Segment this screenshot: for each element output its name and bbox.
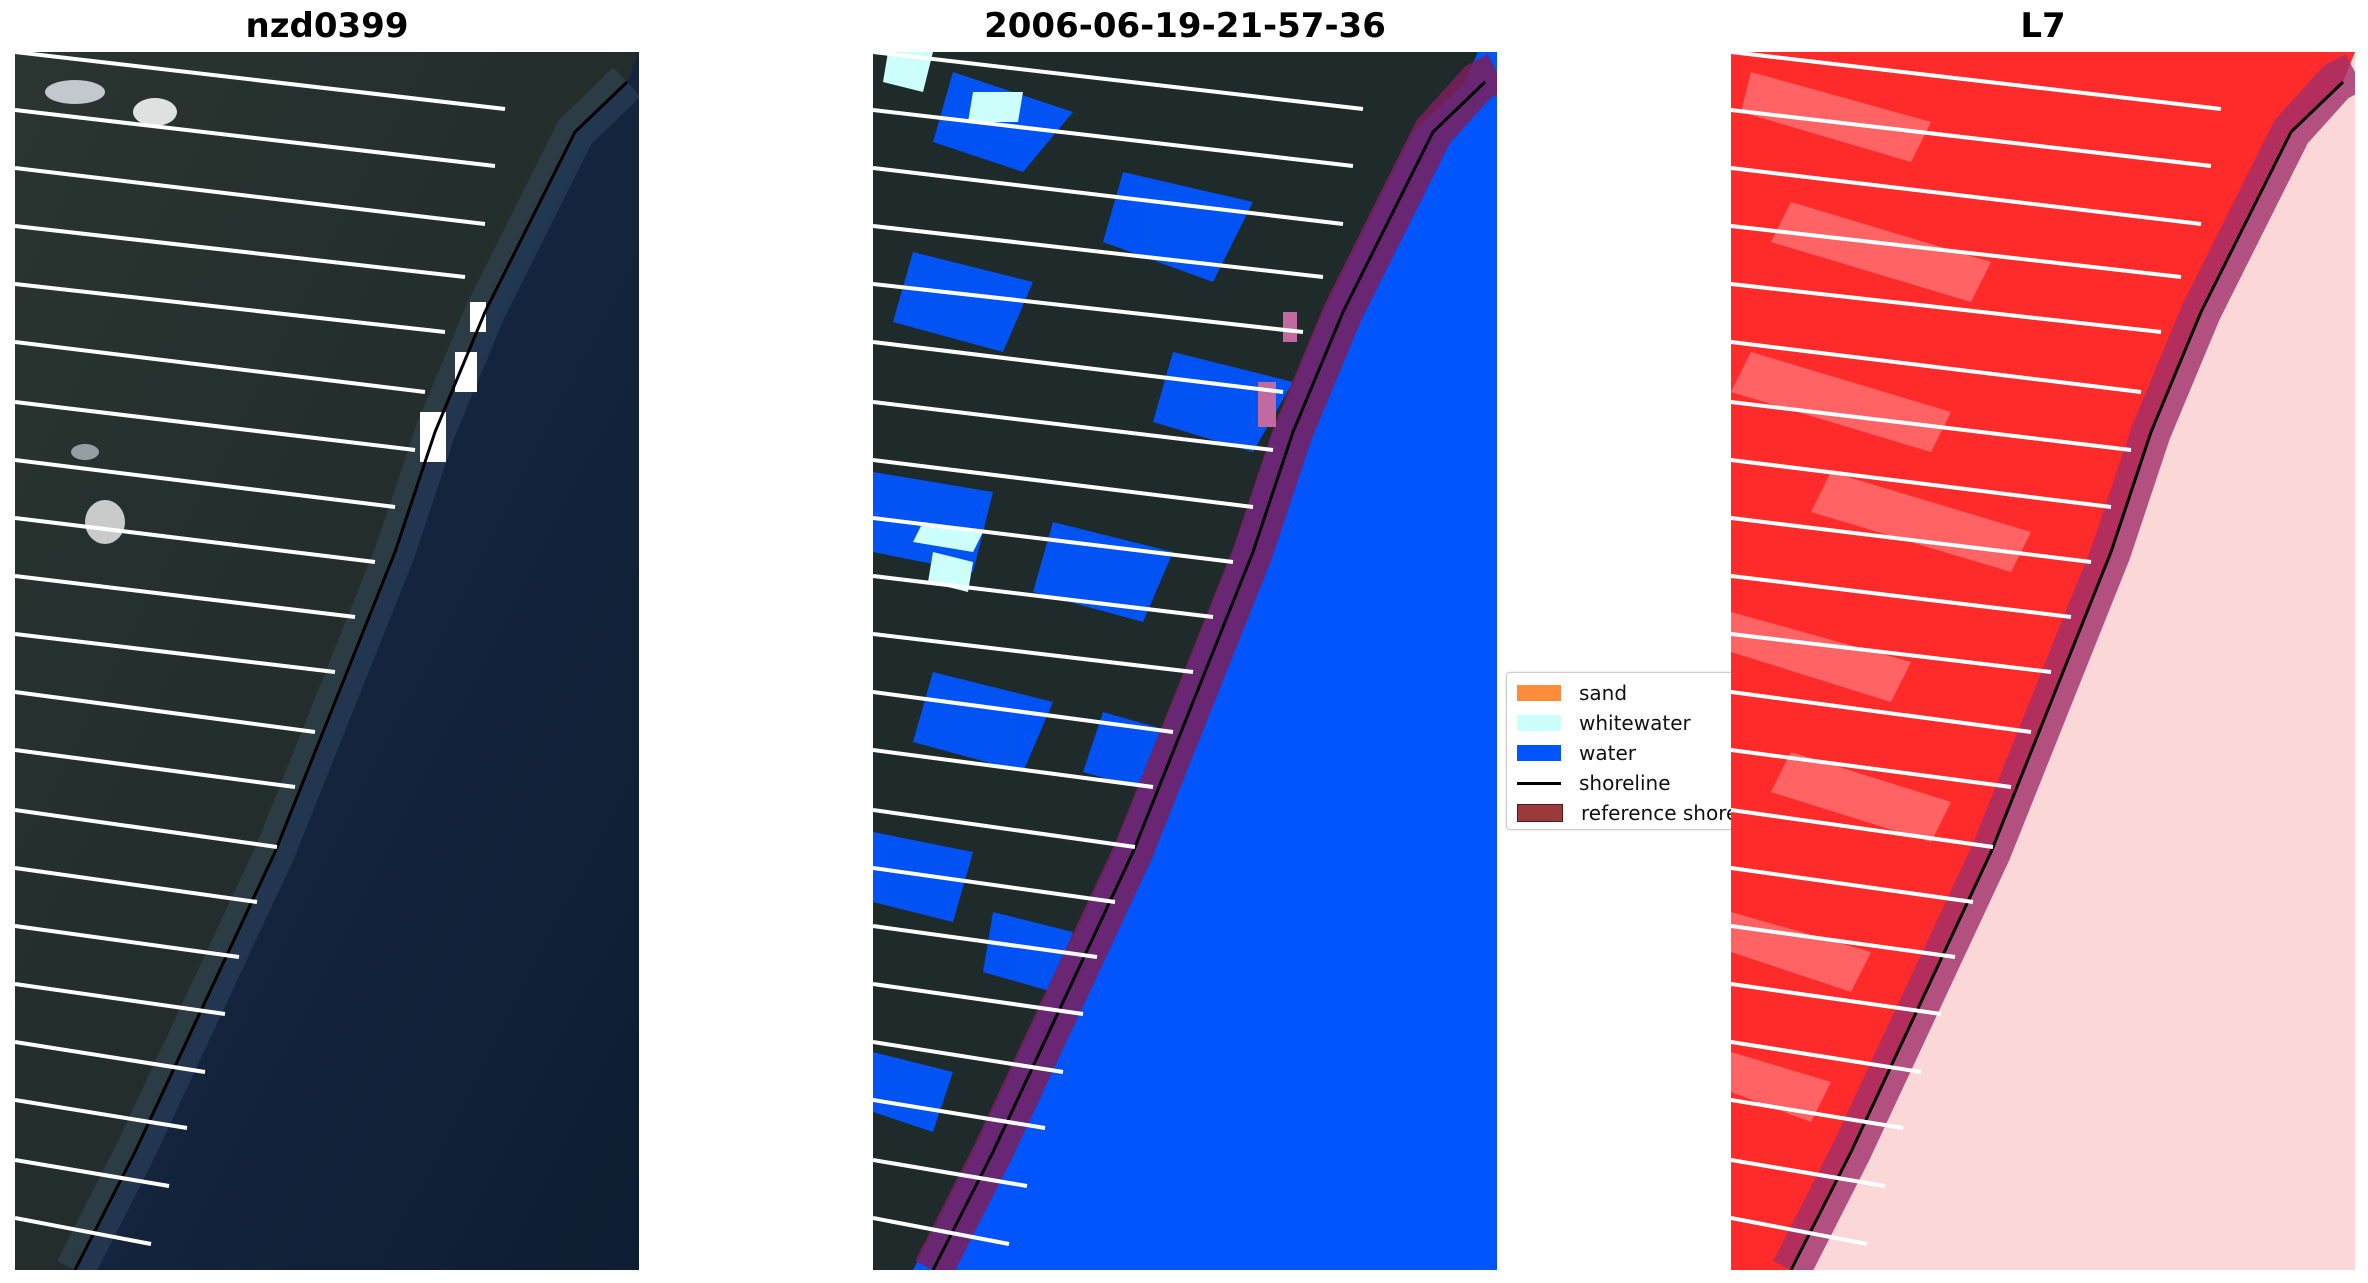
shoreline-swatch <box>1517 781 1561 785</box>
shoreline <box>1789 80 2345 1270</box>
classified-image <box>873 52 1497 1270</box>
panel-title-classified: 2006-06-19-21-57-36 <box>984 6 1386 46</box>
scan-line-gaps <box>1731 52 2222 1246</box>
legend: sand whitewater water shoreline referenc… <box>1506 672 1748 830</box>
shoreline <box>73 80 629 1270</box>
legend-label: reference shoreline buffer <box>1581 801 1747 825</box>
rgb-image <box>15 52 639 1270</box>
land-index-area <box>1731 52 2355 1270</box>
panel-title-index: L7 <box>2020 6 2066 46</box>
legend-item-sand: sand <box>1517 681 1627 705</box>
index-image <box>1731 52 2355 1270</box>
scan-line-gaps <box>15 52 506 1246</box>
legend-item-water: water <box>1517 741 1636 765</box>
classified-image-panel <box>873 52 1497 1270</box>
panel-title-rgb: nzd0399 <box>245 6 409 46</box>
legend-label: shoreline <box>1579 771 1671 795</box>
sand-swatch <box>1517 685 1561 701</box>
legend-label: sand <box>1579 681 1628 705</box>
shoreline <box>931 80 1487 1270</box>
scan-line-gaps <box>873 52 1364 1246</box>
reference-buffer-swatch <box>1517 804 1563 822</box>
water-swatch <box>1517 745 1561 761</box>
legend-item-reference-shoreline: reference shoreline buffer <box>1517 801 1747 825</box>
legend-label: water <box>1579 741 1636 765</box>
index-image-panel <box>1731 52 2355 1270</box>
whitewater-swatch <box>1517 715 1561 731</box>
rgb-image-panel <box>15 52 639 1270</box>
legend-label: whitewater <box>1579 711 1691 735</box>
legend-item-shoreline: shoreline <box>1517 771 1671 795</box>
land-area <box>15 52 639 1270</box>
legend-item-whitewater: whitewater <box>1517 711 1691 735</box>
